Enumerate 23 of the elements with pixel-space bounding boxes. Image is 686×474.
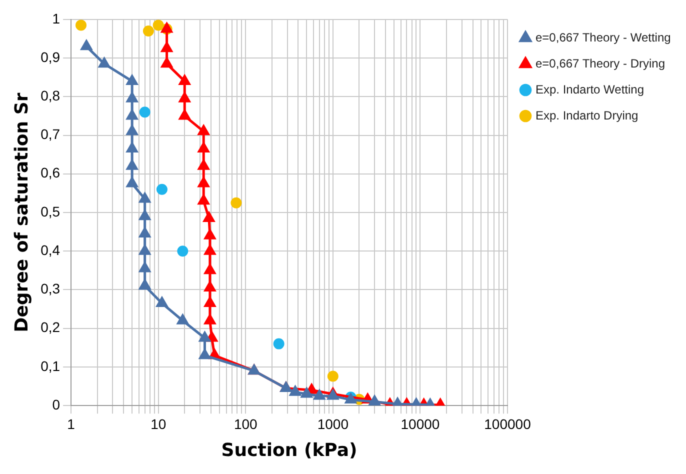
y-tick-label: 0,8 [40, 88, 60, 104]
x-tick-label: 100000 [484, 416, 532, 432]
y-axis-title: Degree of saturation Sr [11, 92, 32, 332]
y-tick-label: 0,1 [40, 358, 60, 374]
y-tick-label: 0,6 [40, 164, 60, 181]
y-tick-label: 0 [52, 396, 60, 412]
x-tick-label: 1 [67, 416, 76, 432]
x-tick-label: 10 [150, 416, 166, 432]
y-tick-label: 0,5 [40, 203, 60, 220]
legend-label: Exp. Indarto Wetting [536, 82, 644, 96]
y-tick-label: 0,4 [40, 242, 60, 258]
x-axis-title: Suction (kPa) [221, 440, 358, 461]
y-tick-label: 0,2 [40, 319, 60, 336]
y-tick-label: 0,9 [40, 48, 60, 65]
legend-label: e=0,667 Theory - Drying [536, 56, 666, 70]
x-tick-label: 10000 [400, 416, 440, 432]
y-tick-label: 1 [52, 10, 60, 26]
legend-label: e=0,667 Theory - Wetting [536, 30, 671, 44]
x-tick-label: 100 [234, 416, 258, 432]
y-tick-label: 0,3 [40, 280, 60, 297]
y-tick-label: 0,7 [40, 126, 60, 142]
x-tick-label: 1000 [317, 416, 349, 432]
legend-label: Exp. Indarto Drying [536, 108, 638, 122]
